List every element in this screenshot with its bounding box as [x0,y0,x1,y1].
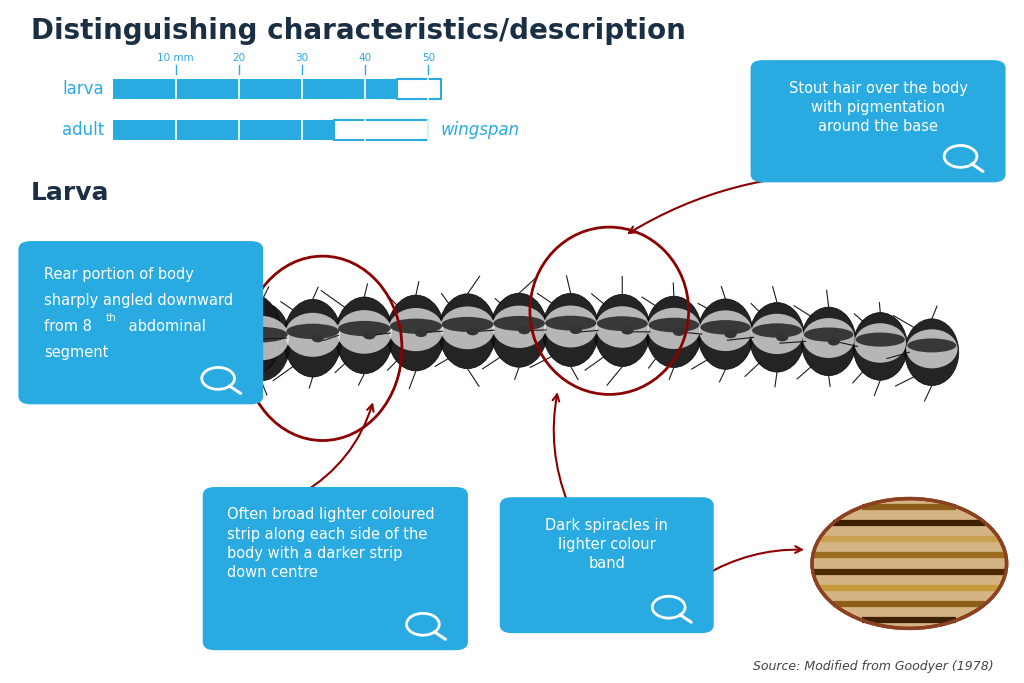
FancyBboxPatch shape [203,487,468,650]
Text: 50: 50 [422,53,435,63]
Circle shape [724,330,736,338]
FancyBboxPatch shape [113,120,334,140]
Circle shape [364,331,376,339]
Ellipse shape [387,295,444,371]
Ellipse shape [697,299,753,370]
Ellipse shape [338,321,390,336]
Ellipse shape [700,320,751,335]
Text: 20: 20 [232,53,246,63]
Ellipse shape [804,327,853,342]
Ellipse shape [492,305,546,348]
FancyBboxPatch shape [751,60,1006,182]
Ellipse shape [648,318,699,333]
Circle shape [569,326,582,334]
FancyBboxPatch shape [334,120,428,140]
Text: from 8: from 8 [44,319,92,334]
Text: th: th [105,313,116,324]
Text: Rear portion of body: Rear portion of body [44,267,194,282]
Ellipse shape [543,294,599,367]
Ellipse shape [390,318,442,334]
Ellipse shape [231,302,291,380]
Ellipse shape [750,303,805,372]
Circle shape [518,326,530,334]
Ellipse shape [854,323,906,363]
Ellipse shape [337,310,392,354]
Ellipse shape [906,329,957,368]
Ellipse shape [594,294,650,367]
FancyBboxPatch shape [113,79,396,99]
Ellipse shape [220,294,282,376]
Circle shape [827,337,840,346]
Ellipse shape [802,307,856,376]
Ellipse shape [646,296,701,367]
Ellipse shape [439,294,496,369]
Ellipse shape [494,316,545,331]
Ellipse shape [907,338,956,352]
Text: 30: 30 [296,53,308,63]
Ellipse shape [647,308,700,349]
Ellipse shape [388,308,443,351]
Ellipse shape [284,299,342,377]
Circle shape [622,326,634,335]
Ellipse shape [336,297,393,374]
Text: Distinguishing characteristics/description: Distinguishing characteristics/descripti… [31,17,686,45]
Ellipse shape [752,323,802,337]
Text: sharply angled downward: sharply angled downward [44,293,233,308]
FancyBboxPatch shape [500,497,714,633]
Circle shape [673,328,685,336]
Text: 10 mm: 10 mm [158,53,195,63]
Ellipse shape [905,319,958,386]
Text: wingspan: wingspan [440,121,520,139]
Text: Larva: Larva [31,181,110,205]
Circle shape [467,327,479,335]
Text: larva: larva [62,80,104,98]
Text: 40: 40 [358,53,372,63]
Text: Stout hair over the body
with pigmentation
around the base: Stout hair over the body with pigmentati… [788,81,968,134]
Text: Source: Modified from Goodyer (1978): Source: Modified from Goodyer (1978) [753,660,993,673]
Ellipse shape [490,293,548,367]
FancyBboxPatch shape [396,79,441,99]
Ellipse shape [699,310,752,351]
Ellipse shape [285,313,341,357]
Ellipse shape [545,316,596,331]
Ellipse shape [440,307,495,349]
Text: adult: adult [62,121,104,139]
Ellipse shape [287,324,339,339]
Ellipse shape [233,316,289,361]
Text: Dark spiracles in
lighter colour
band: Dark spiracles in lighter colour band [546,518,668,571]
Circle shape [415,329,427,337]
Text: Often broad lighter coloured
strip along each side of the
body with a darker str: Often broad lighter coloured strip along… [227,507,435,580]
Ellipse shape [544,305,598,348]
Ellipse shape [856,333,905,347]
Ellipse shape [234,327,288,342]
Ellipse shape [751,313,803,354]
Ellipse shape [853,313,907,380]
Ellipse shape [441,317,494,332]
Circle shape [776,333,788,342]
Circle shape [311,334,324,342]
Ellipse shape [596,306,649,348]
Text: segment: segment [44,345,109,360]
Ellipse shape [803,318,855,358]
FancyBboxPatch shape [18,241,263,404]
Ellipse shape [597,316,648,331]
Text: abdominal: abdominal [124,319,206,334]
Circle shape [812,499,1007,628]
